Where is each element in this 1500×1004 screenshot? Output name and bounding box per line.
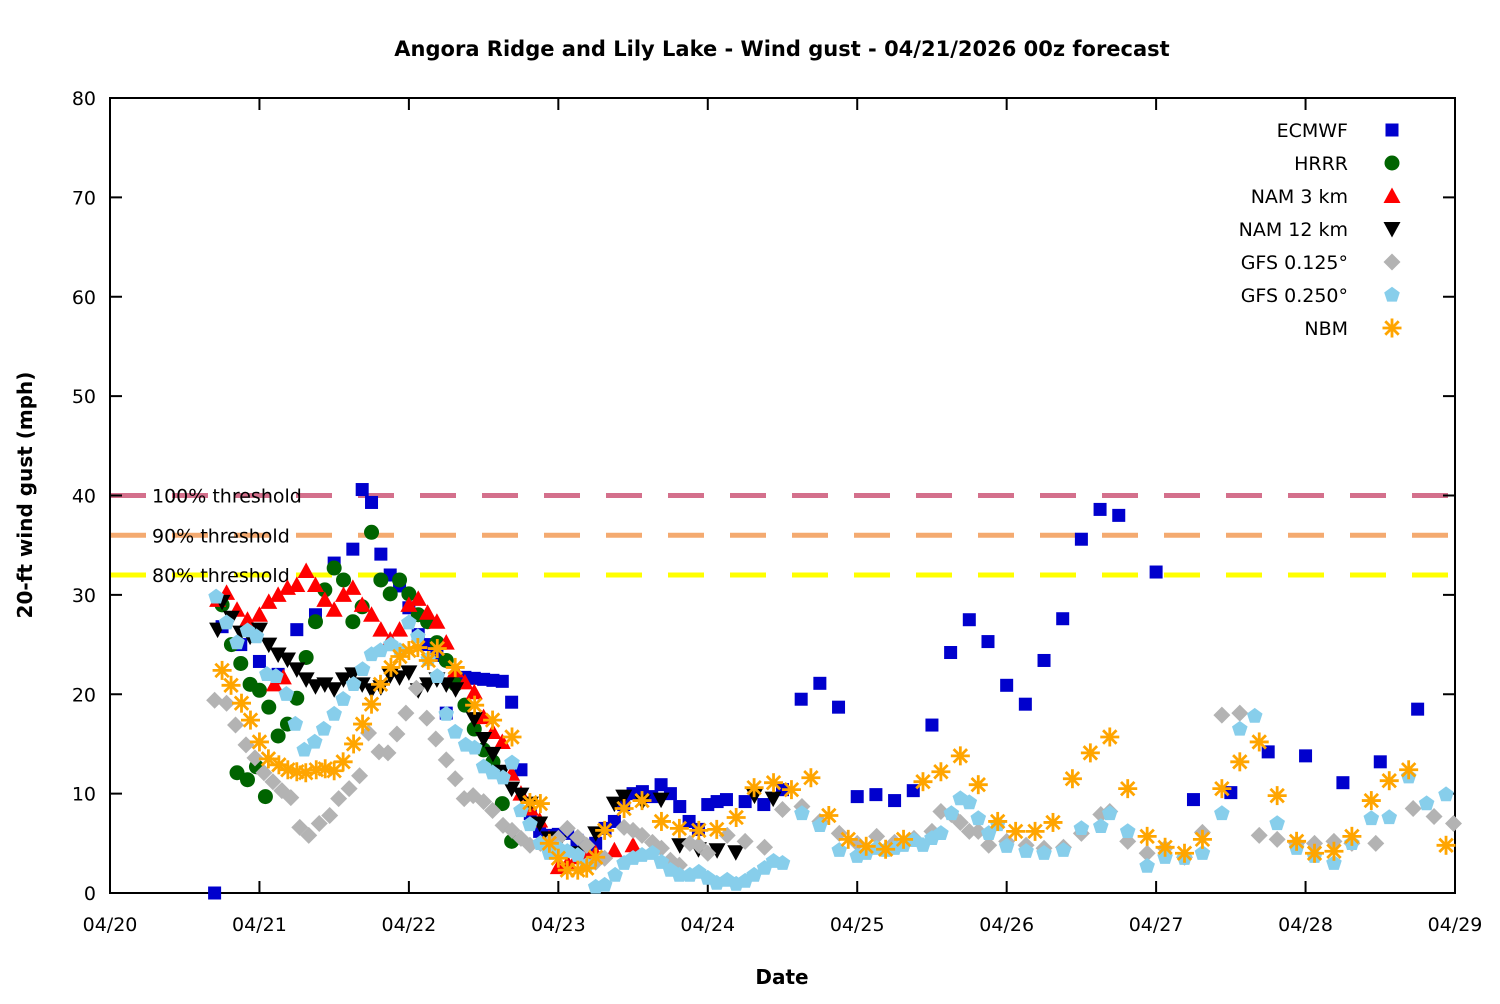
legend-marker-triangle-up-icon	[1383, 187, 1401, 203]
legend-marker-triangle-down-icon	[1383, 222, 1401, 238]
legend-item-gfs-0-250-: GFS 0.250°	[1241, 285, 1400, 307]
x-tick-label: 04/26	[979, 914, 1034, 936]
legend-marker-diamond-icon	[1383, 253, 1401, 271]
x-tick-label: 04/27	[1129, 914, 1184, 936]
chart-title: Angora Ridge and Lily Lake - Wind gust -…	[394, 37, 1169, 61]
legend-marker-circle-icon	[1384, 155, 1400, 171]
y-tick-label: 10	[72, 784, 96, 806]
x-tick-label: 04/20	[83, 914, 138, 936]
plot-area: 04/20 04/21 04/22 04/23 04/24 04/25 04/26 04/27…	[72, 88, 1483, 936]
legend-marker-asterisk-icon	[1382, 318, 1402, 338]
x-tick-label: 04/25	[830, 914, 885, 936]
legend-item-gfs-0-125-: GFS 0.125°	[1241, 252, 1401, 274]
x-axis-label: Date	[755, 965, 808, 989]
legend: ECMWF HRRR NAM 3 km NAM 12 km GFS 0.125° GFS …	[1239, 120, 1402, 340]
legend-label: NBM	[1304, 318, 1348, 340]
legend-item-hrrr: HRRR	[1294, 153, 1400, 175]
y-tick-label: 70	[72, 187, 96, 209]
y-tick-label: 80	[72, 88, 96, 110]
y-tick-label: 60	[72, 287, 96, 309]
legend-label: GFS 0.125°	[1241, 252, 1348, 274]
x-tick-label: 04/28	[1278, 914, 1333, 936]
legend-label: NAM 12 km	[1239, 219, 1348, 241]
x-tick-label: 04/29	[1428, 914, 1483, 936]
x-tick-label: 04/22	[382, 914, 437, 936]
threshold-label-36: 90% threshold	[152, 525, 290, 547]
legend-item-nam-12-km: NAM 12 km	[1239, 219, 1401, 241]
y-tick-label: 50	[72, 386, 96, 408]
threshold-label-32: 80% threshold	[152, 565, 290, 587]
legend-label: ECMWF	[1277, 120, 1348, 142]
legend-label: HRRR	[1294, 153, 1348, 175]
y-tick-label: 40	[72, 486, 96, 508]
legend-item-ecmwf: ECMWF	[1277, 120, 1399, 142]
series-ecmwf	[208, 483, 1425, 900]
y-tick-label: 30	[72, 585, 96, 607]
series-nbm	[212, 638, 1456, 880]
legend-label: GFS 0.250°	[1241, 285, 1348, 307]
legend-label: NAM 3 km	[1251, 186, 1348, 208]
x-tick-label: 04/24	[680, 914, 735, 936]
legend-item-nam-3-km: NAM 3 km	[1251, 186, 1401, 208]
y-tick-label: 20	[72, 684, 96, 706]
legend-marker-square-icon	[1385, 123, 1399, 137]
x-tick-label: 04/23	[531, 914, 586, 936]
legend-marker-pentagon-icon	[1384, 286, 1400, 302]
y-tick-label: 0	[84, 883, 96, 905]
x-tick-label: 04/21	[232, 914, 287, 936]
legend-item-nbm: NBM	[1304, 318, 1402, 340]
y-axis-label: 20-ft wind gust (mph)	[13, 372, 37, 619]
threshold-label-40: 100% threshold	[152, 486, 302, 508]
